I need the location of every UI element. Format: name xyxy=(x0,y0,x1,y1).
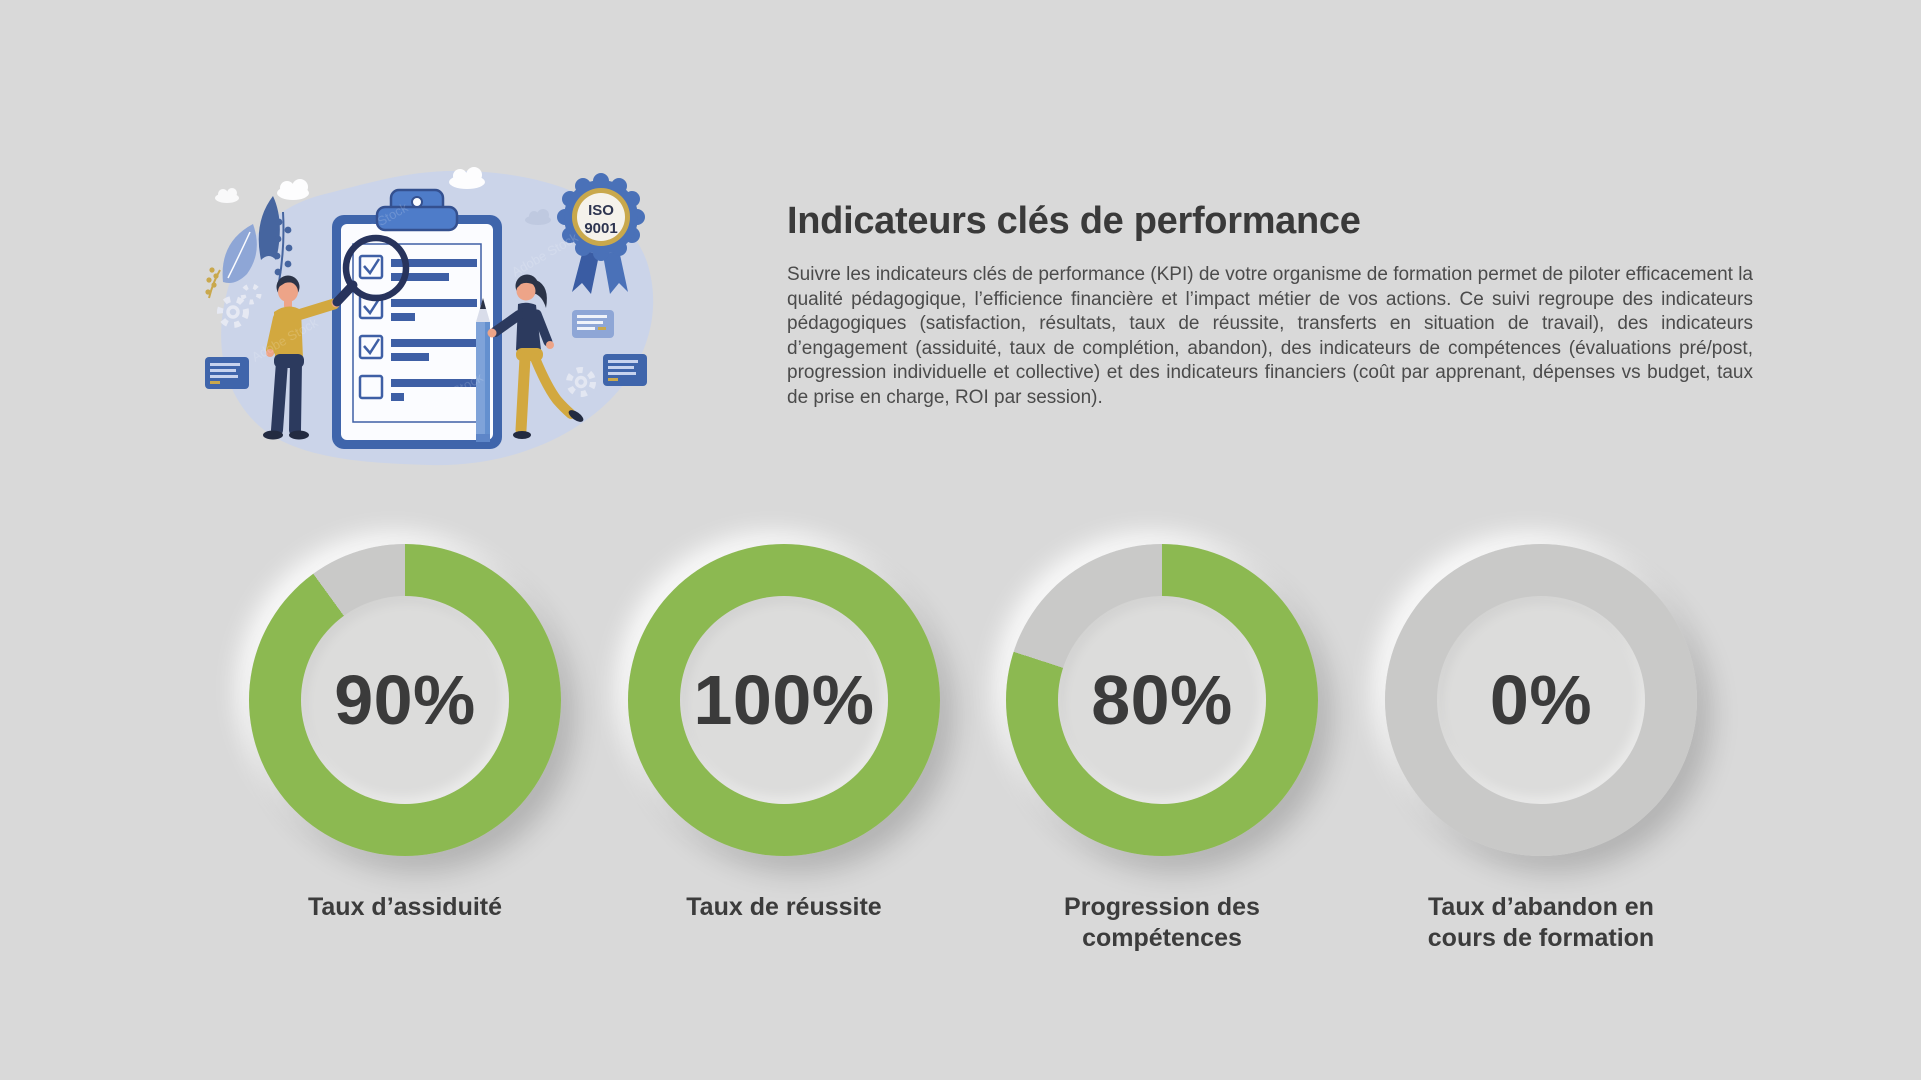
donut-chart: 80% xyxy=(1006,544,1318,856)
checklist-row xyxy=(358,334,477,361)
checklist-row xyxy=(358,294,477,321)
iso-9001-badge: ISO 9001 xyxy=(557,173,645,294)
checkmark-icon xyxy=(363,338,381,356)
leaf-icon xyxy=(258,196,280,260)
woman-figure xyxy=(487,274,584,439)
ribbon-icon xyxy=(603,250,628,294)
kpi-label: Taux d’assiduité xyxy=(307,893,503,921)
leaf-vein xyxy=(227,231,251,279)
badge-text: ISO xyxy=(588,202,614,219)
kpi-card-reussite: 100% Taux de réussite xyxy=(628,544,940,923)
donut-chart: 90% xyxy=(249,544,561,856)
pencil-icon xyxy=(476,298,490,442)
magnifying-glass-icon xyxy=(332,234,410,307)
donut-value: 80% xyxy=(1091,661,1233,739)
cloud-icon xyxy=(277,179,309,200)
wheat-sprig-icon xyxy=(205,267,221,299)
kpi-card-abandon: 0% Taux d’abandon en cours de formation xyxy=(1385,544,1697,953)
checklist xyxy=(358,254,477,401)
donut-value: 0% xyxy=(1489,661,1593,739)
donut-center: 0% xyxy=(1437,596,1645,804)
cloud-icon xyxy=(525,209,551,225)
info-card-icon xyxy=(572,310,614,338)
gear-icon xyxy=(566,367,596,397)
info-card-icon xyxy=(205,357,249,389)
checkmark-icon xyxy=(363,258,381,276)
kpi-label: Taux d’abandon en cours de formation xyxy=(1427,893,1655,952)
donut-center: 90% xyxy=(301,596,509,804)
checklist-row xyxy=(358,374,477,401)
donut-value: 100% xyxy=(693,661,875,739)
donut-chart: 0% xyxy=(1385,544,1697,856)
badge-text: 9001 xyxy=(584,220,617,237)
donut-value: 90% xyxy=(334,661,476,739)
kpi-label: Taux de réussite xyxy=(686,893,882,921)
kpi-label: Progression des compétences xyxy=(1064,893,1260,952)
checklist-row xyxy=(358,254,477,281)
kpi-card-progression: 80% Progression des compétences xyxy=(1006,544,1318,953)
page-title: Indicateurs clés de performance xyxy=(787,200,1361,242)
hero-illustration: ISO 9001 xyxy=(195,152,670,482)
man-figure xyxy=(263,275,341,440)
donut-center: 100% xyxy=(680,596,888,804)
cloud-icon xyxy=(449,167,485,189)
donut-chart: 100% xyxy=(628,544,940,856)
kpi-card-assiduite: 90% Taux d’assiduité xyxy=(249,544,561,923)
checkmark-icon xyxy=(363,298,381,316)
cloud-icon xyxy=(215,188,239,203)
fern-branch-icon xyxy=(273,211,293,283)
hero-text-block: Indicateurs clés de performance Suivre l… xyxy=(787,200,1753,411)
page-description: Suivre les indicateurs clés de performan… xyxy=(787,264,1753,408)
info-card-icon xyxy=(603,354,647,386)
gear-icon xyxy=(217,296,249,328)
gear-icon xyxy=(240,283,262,305)
ribbon-icon xyxy=(572,250,599,294)
donut-center: 80% xyxy=(1058,596,1266,804)
quality-audit-illustration: ISO 9001 xyxy=(205,167,654,466)
